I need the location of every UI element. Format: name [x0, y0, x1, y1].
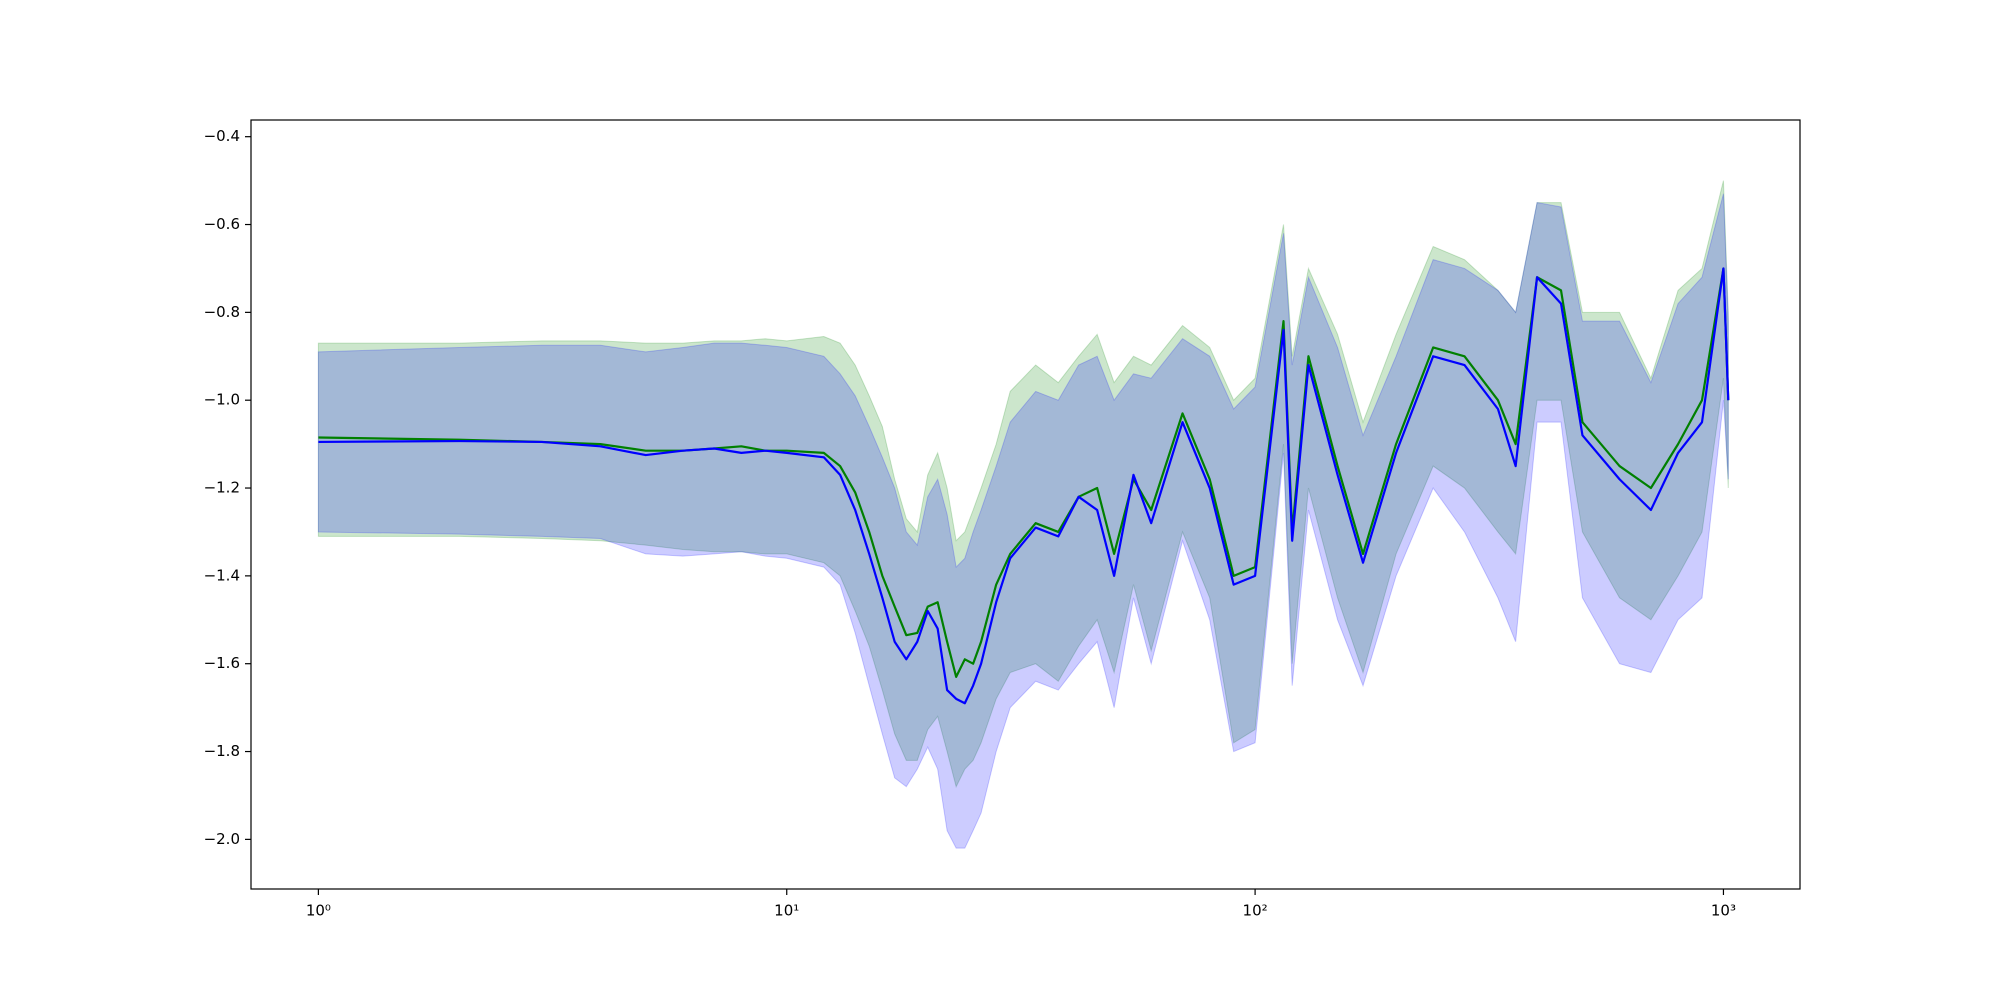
- y-tick-label: −0.8: [204, 303, 240, 321]
- y-tick-label: −1.8: [204, 742, 240, 760]
- x-tick-label: 10³: [1711, 902, 1736, 920]
- y-tick-label: −0.4: [204, 127, 240, 145]
- line: [318, 267, 1730, 705]
- plot-frame: [250, 119, 1801, 890]
- x-tick-label: 10²: [1243, 902, 1268, 920]
- y-tick-label: −1.2: [204, 479, 240, 497]
- line: [318, 267, 1730, 678]
- y-tick-label: −2.0: [204, 830, 240, 848]
- band: [317, 193, 1729, 849]
- x-tick-label: 10⁰: [306, 902, 331, 920]
- band: [317, 180, 1729, 789]
- y-tick-label: −0.6: [204, 215, 240, 233]
- y-tick-label: −1.6: [204, 654, 240, 672]
- x-tick-label: 10¹: [774, 902, 799, 920]
- y-tick-label: −1.0: [204, 391, 240, 409]
- y-tick-label: −1.4: [204, 566, 240, 584]
